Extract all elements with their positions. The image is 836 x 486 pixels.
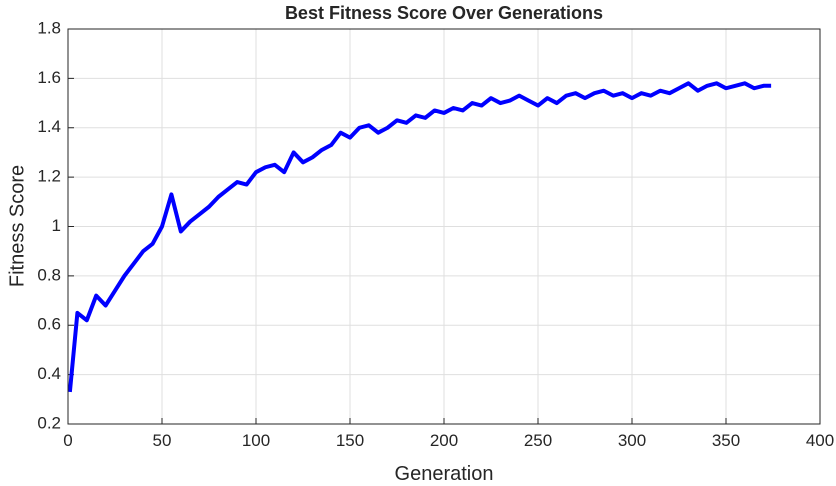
y-tick-label: 1.6 xyxy=(37,68,61,87)
x-tick-label: 250 xyxy=(524,431,552,450)
y-tick-label: 0.4 xyxy=(37,364,61,383)
y-tick-label: 1.4 xyxy=(37,117,61,136)
y-axis-label: Fitness Score xyxy=(6,165,28,287)
y-tick-label: 1.2 xyxy=(37,167,61,186)
x-axis-label: Generation xyxy=(395,463,494,485)
x-tick-label: 150 xyxy=(336,431,364,450)
plot-frame xyxy=(67,28,821,425)
x-tick-label: 200 xyxy=(430,431,458,450)
x-tick-label: 300 xyxy=(618,431,646,450)
y-tick-label: 0.2 xyxy=(37,413,61,432)
x-tick-label: 0 xyxy=(63,431,72,450)
y-tick-label: 1 xyxy=(52,216,61,235)
y-tick-label: 1.8 xyxy=(37,18,61,37)
x-tick-label: 50 xyxy=(153,431,172,450)
chart-title: Best Fitness Score Over Generations xyxy=(285,3,603,23)
x-tick-label: 350 xyxy=(712,431,740,450)
y-tick-label: 0.6 xyxy=(37,315,61,334)
y-tick-label: 0.8 xyxy=(37,265,61,284)
data-line xyxy=(67,81,772,393)
x-tick-label: 100 xyxy=(242,431,270,450)
x-tick-label: 400 xyxy=(806,431,834,450)
